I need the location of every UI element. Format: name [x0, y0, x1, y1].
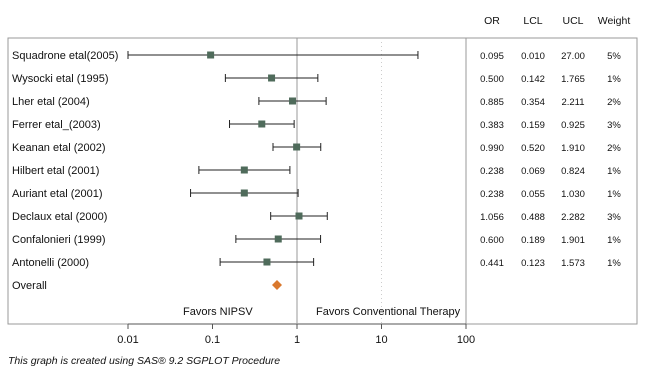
or-value: 0.441 — [480, 258, 504, 269]
overall-label: Overall — [12, 280, 47, 292]
study-row: Ferrer etal_(2003) 0.383 0.159 0.925 3% — [12, 119, 621, 131]
column-header-ucl: UCL — [562, 15, 583, 27]
overall-diamond — [272, 280, 283, 290]
ucl-value: 1.573 — [561, 258, 585, 269]
column-header-weight: Weight — [598, 15, 631, 27]
or-value: 0.095 — [480, 51, 504, 62]
study-label: Declaux etal (2000) — [12, 211, 107, 223]
x-tick-label: 0.1 — [205, 334, 220, 346]
weight-value: 5% — [607, 51, 621, 62]
odds-ratio-marker — [240, 189, 248, 197]
footnote: This graph is created using SAS® 9.2 SGP… — [8, 355, 280, 367]
or-value: 0.238 — [480, 189, 504, 200]
study-row: Keanan etal (2002) 0.990 0.520 1.910 2% — [12, 142, 621, 154]
study-row: Declaux etal (2000) 1.056 0.488 2.282 3% — [12, 211, 621, 223]
weight-value: 1% — [607, 189, 621, 200]
lcl-value: 0.488 — [521, 212, 545, 223]
or-value: 0.383 — [480, 120, 504, 131]
odds-ratio-marker — [263, 258, 271, 266]
study-label: Auriant etal (2001) — [12, 188, 103, 200]
x-axis: 0.01 0.1 1 10 100 — [117, 324, 475, 346]
ucl-value: 2.211 — [561, 97, 584, 108]
ucl-value: 1.765 — [561, 74, 585, 85]
study-label: Wysocki etal (1995) — [12, 73, 109, 85]
or-value: 0.500 — [480, 74, 504, 85]
weight-value: 2% — [607, 97, 621, 108]
odds-ratio-marker — [268, 74, 276, 82]
odds-ratio-marker — [289, 97, 297, 105]
weight-value: 1% — [607, 74, 621, 85]
column-header-or: OR — [484, 15, 500, 27]
study-row: Antonelli (2000) 0.441 0.123 1.573 1% — [12, 257, 621, 269]
study-row: Squadrone etal(2005) 0.095 0.010 27.00 5% — [12, 50, 621, 62]
favor-left-label: Favors NIPSV — [183, 306, 253, 318]
study-row: Confalonieri (1999) 0.600 0.189 1.901 1% — [12, 234, 621, 246]
lcl-value: 0.010 — [521, 51, 545, 62]
study-rows: Squadrone etal(2005) 0.095 0.010 27.00 5% Wys… — [12, 50, 621, 292]
lcl-value: 0.069 — [521, 166, 545, 177]
x-tick-label: 1 — [294, 334, 300, 346]
table-header: OR LCL UCL Weight — [484, 15, 630, 27]
ucl-value: 0.925 — [561, 120, 585, 131]
study-label: Squadrone etal(2005) — [12, 50, 118, 62]
weight-value: 3% — [607, 212, 621, 223]
weight-value: 1% — [607, 235, 621, 246]
odds-ratio-marker — [274, 235, 282, 243]
ucl-value: 1.901 — [561, 235, 585, 246]
column-header-lcl: LCL — [523, 15, 542, 27]
lcl-value: 0.123 — [521, 258, 545, 269]
or-value: 0.990 — [480, 143, 504, 154]
study-label: Confalonieri (1999) — [12, 234, 106, 246]
weight-value: 1% — [607, 258, 621, 269]
weight-value: 2% — [607, 143, 621, 154]
odds-ratio-marker — [207, 51, 215, 59]
study-row: Hilbert etal (2001) 0.238 0.069 0.824 1% — [12, 165, 621, 177]
reference-lines — [296, 38, 382, 324]
x-tick-label: 0.01 — [117, 334, 138, 346]
lcl-value: 0.055 — [521, 189, 545, 200]
study-row: Auriant etal (2001) 0.238 0.055 1.030 1% — [12, 188, 621, 200]
ucl-value: 27.00 — [561, 51, 585, 62]
overall-row: Overall — [12, 280, 283, 292]
study-label: Ferrer etal_(2003) — [12, 119, 101, 131]
study-label: Keanan etal (2002) — [12, 142, 106, 154]
weight-value: 3% — [607, 120, 621, 131]
odds-ratio-marker — [295, 212, 303, 220]
lcl-value: 0.520 — [521, 143, 545, 154]
study-row: Lher etal (2004) 0.885 0.354 2.211 2% — [12, 96, 621, 108]
favor-right-label: Favors Conventional Therapy — [316, 306, 461, 318]
study-row: Wysocki etal (1995) 0.500 0.142 1.765 1% — [12, 73, 621, 85]
or-value: 0.600 — [480, 235, 504, 246]
or-value: 0.238 — [480, 166, 504, 177]
odds-ratio-marker — [258, 120, 266, 128]
ucl-value: 2.282 — [561, 212, 585, 223]
odds-ratio-marker — [240, 166, 248, 174]
odds-ratio-marker — [293, 143, 301, 151]
lcl-value: 0.189 — [521, 235, 545, 246]
study-label: Antonelli (2000) — [12, 257, 89, 269]
or-value: 1.056 — [480, 212, 504, 223]
weight-value: 1% — [607, 166, 621, 177]
ucl-value: 1.910 — [561, 143, 585, 154]
x-tick-label: 100 — [457, 334, 475, 346]
lcl-value: 0.142 — [521, 74, 545, 85]
lcl-value: 0.354 — [521, 97, 545, 108]
study-label: Lher etal (2004) — [12, 96, 90, 108]
or-value: 0.885 — [480, 97, 504, 108]
study-label: Hilbert etal (2001) — [12, 165, 99, 177]
x-tick-label: 10 — [375, 334, 387, 346]
ucl-value: 1.030 — [561, 189, 585, 200]
lcl-value: 0.159 — [521, 120, 545, 131]
ucl-value: 0.824 — [561, 166, 585, 177]
